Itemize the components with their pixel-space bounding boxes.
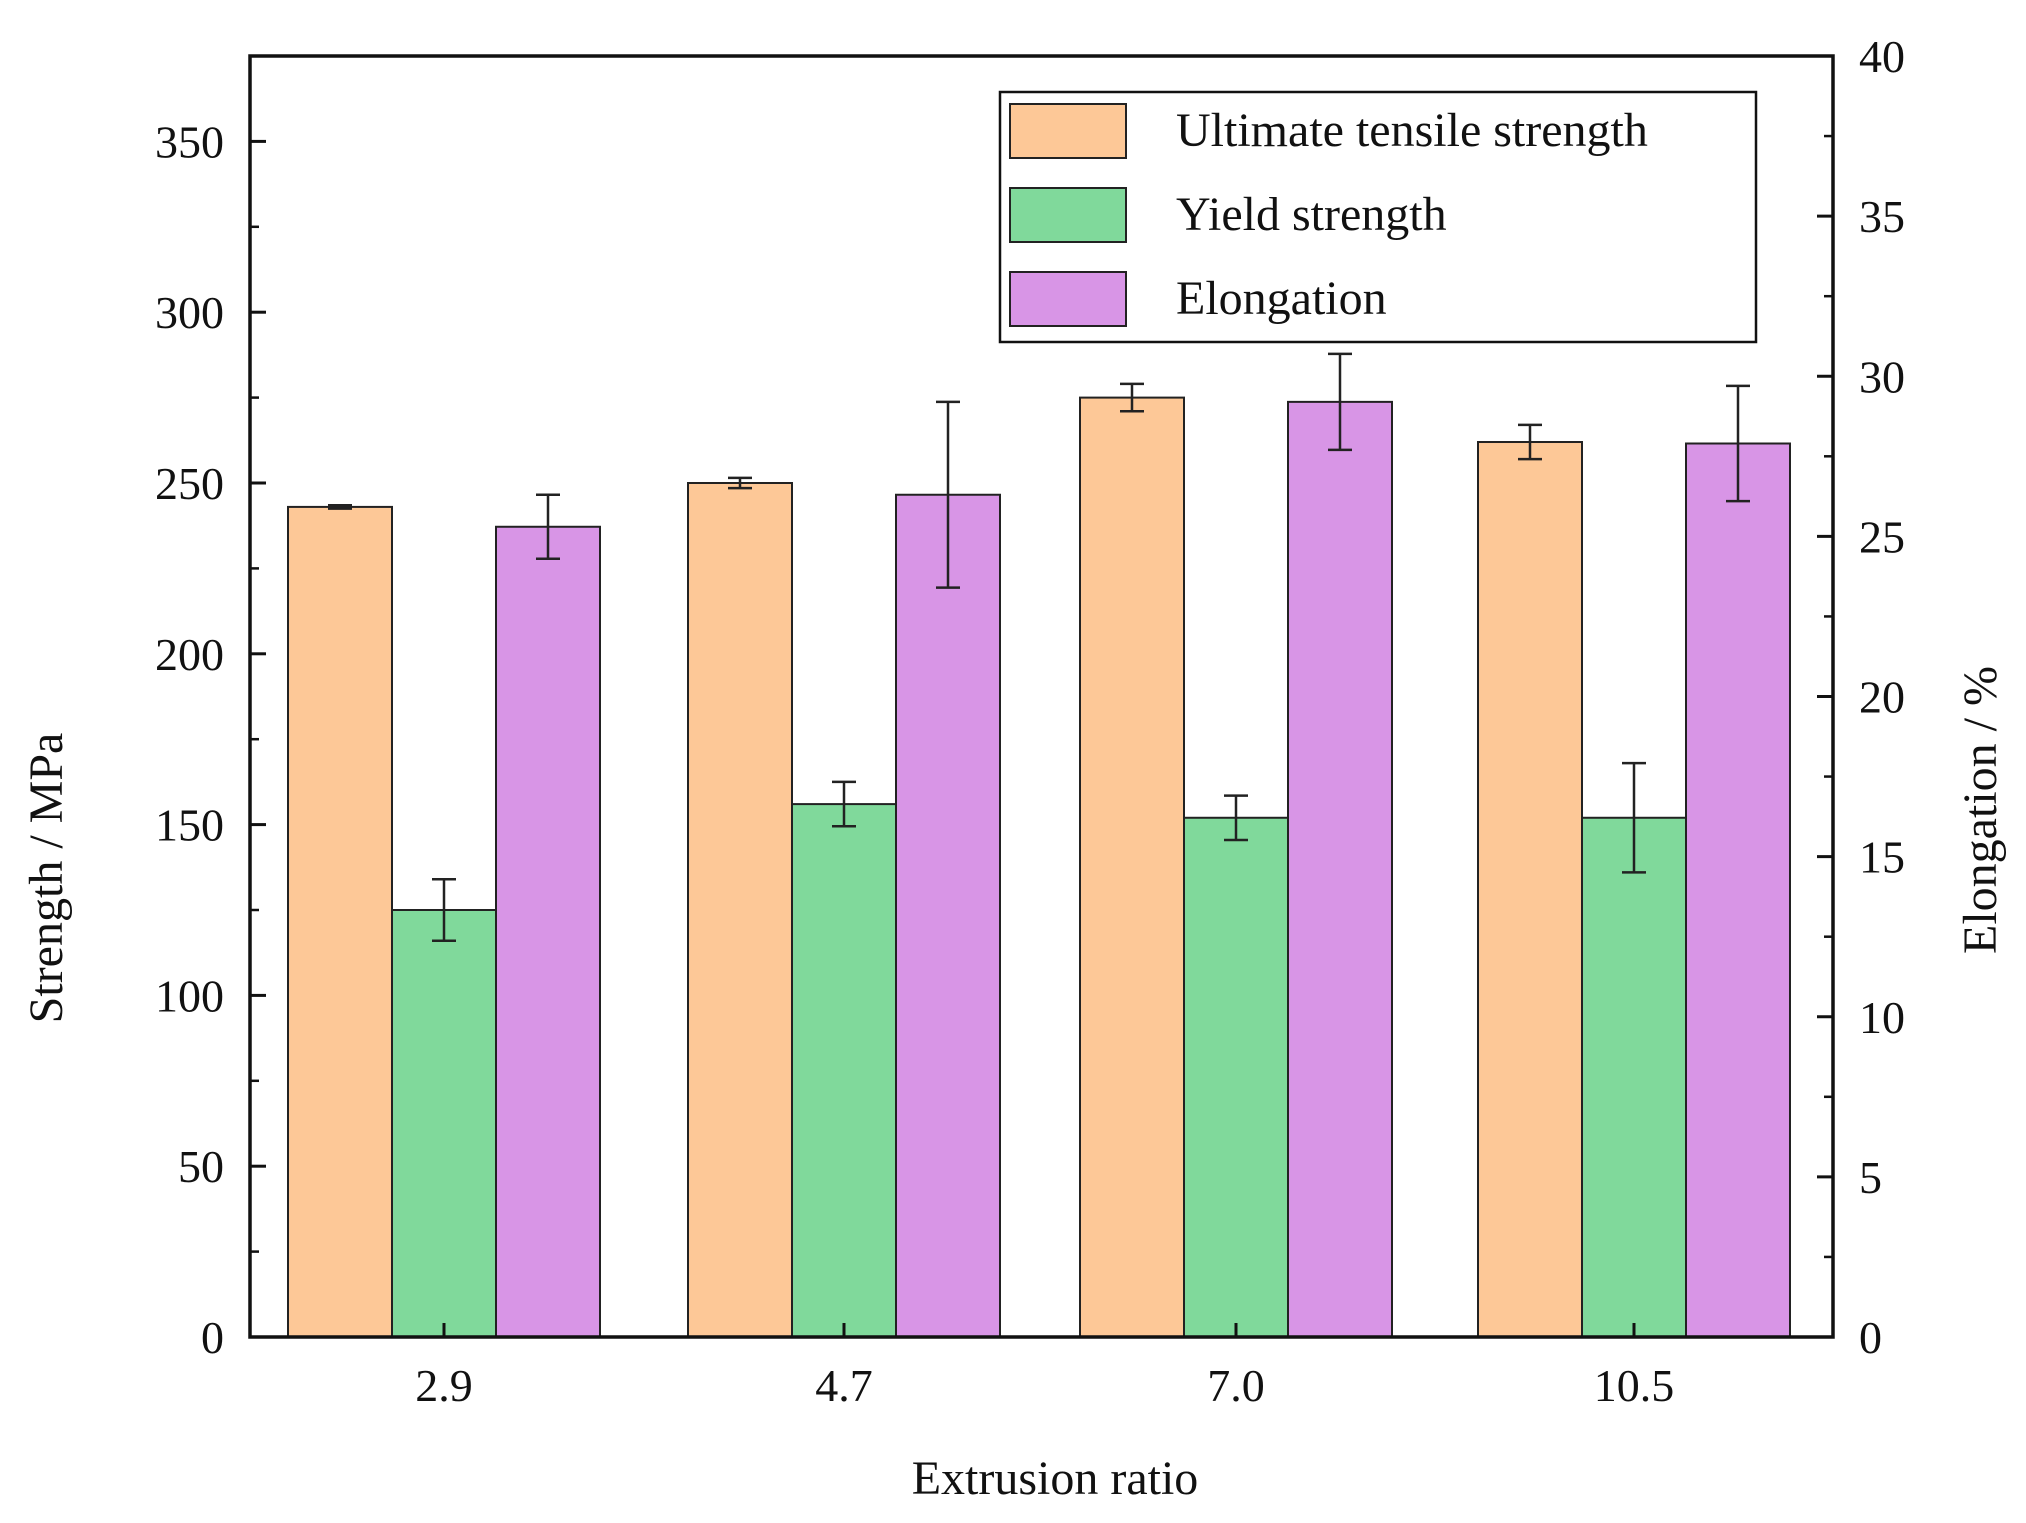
legend-label-elongation: Elongation (1176, 272, 1387, 325)
x-tick-label-7.0: 7.0 (1207, 1360, 1265, 1411)
y2-axis-title: Elongation / % (1954, 666, 2007, 954)
y2-tick-label-20: 20 (1859, 672, 1905, 723)
y2-tick-label-25: 25 (1859, 511, 1905, 562)
bar-elongation-4.7 (895, 493, 1001, 1338)
y-tick-label-300: 300 (155, 287, 224, 338)
bar-elongation-7.0 (1287, 400, 1393, 1338)
bar-elongation-2.9 (495, 525, 601, 1338)
bar-elongation-10.5 (1685, 442, 1791, 1338)
y-tick-label-50: 50 (178, 1141, 224, 1192)
legend: Ultimate tensile strength Yield strength E… (998, 90, 1758, 344)
x-tick-label-10.5: 10.5 (1594, 1360, 1675, 1411)
legend-swatch-ultimate-tensile-strength (1009, 103, 1127, 159)
bar-ultimate-tensile-strength-10.5 (1477, 441, 1583, 1338)
legend-label-yield-strength: Yield strength (1176, 188, 1447, 241)
error-bars-layer (328, 352, 1750, 942)
y2-tick-label-5: 5 (1859, 1152, 1882, 1203)
x-axis-title: Extrusion ratio (912, 1452, 1199, 1505)
y-tick-label-100: 100 (155, 970, 224, 1021)
y-tick-label-150: 150 (155, 800, 224, 851)
bar-ultimate-tensile-strength-7.0 (1079, 396, 1185, 1339)
y2-tick-label-35: 35 (1859, 191, 1905, 242)
bar-ultimate-tensile-strength-4.7 (687, 482, 793, 1338)
y-tick-label-200: 200 (155, 629, 224, 680)
y2-tick-label-40: 40 (1859, 31, 1905, 82)
bar-yield-strength-2.9 (391, 909, 497, 1338)
y-tick-label-350: 350 (155, 116, 224, 167)
bar-yield-strength-4.7 (791, 803, 897, 1338)
y-tick-label-0: 0 (201, 1312, 224, 1363)
y2-tick-label-15: 15 (1859, 832, 1905, 883)
y-axis-title: Strength / MPa (20, 733, 73, 1024)
x-tick-label-4.7: 4.7 (815, 1360, 873, 1411)
x-tick-label-2.9: 2.9 (415, 1360, 473, 1411)
y2-tick-label-0: 0 (1859, 1312, 1882, 1363)
bar-yield-strength-10.5 (1581, 816, 1687, 1338)
y-tick-label-250: 250 (155, 458, 224, 509)
legend-swatch-elongation (1009, 271, 1127, 327)
y2-tick-label-30: 30 (1859, 351, 1905, 402)
axes-layer: 0 50 100 150 200 250 300 350 0 5 10 15 20 25 30 35 40 2.9… (155, 31, 1905, 1411)
legend-label-ultimate-tensile-strength: Ultimate tensile strength (1176, 104, 1648, 157)
y2-tick-label-10: 10 (1859, 992, 1905, 1043)
bars-layer (287, 396, 1791, 1339)
bar-yield-strength-7.0 (1183, 816, 1289, 1338)
legend-swatch-yield-strength (1009, 187, 1127, 243)
bar-ultimate-tensile-strength-2.9 (287, 505, 393, 1338)
